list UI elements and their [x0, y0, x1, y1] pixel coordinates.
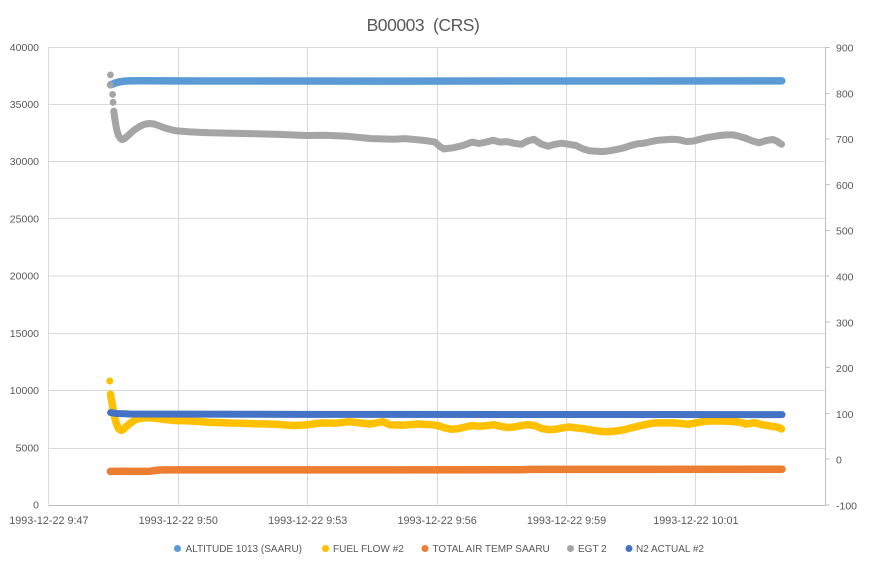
svg-text:1993-12-22 9:59: 1993-12-22 9:59 — [527, 515, 606, 527]
svg-text:35000: 35000 — [10, 99, 39, 111]
svg-text:EGT 2: EGT 2 — [578, 544, 607, 555]
svg-text:10000: 10000 — [10, 385, 39, 397]
svg-text:1993-12-22 9:53: 1993-12-22 9:53 — [268, 515, 347, 527]
svg-text:200: 200 — [836, 363, 854, 375]
svg-text:N2 ACTUAL #2: N2 ACTUAL #2 — [636, 544, 704, 555]
svg-text:40000: 40000 — [10, 42, 39, 54]
svg-text:FUEL FLOW #2: FUEL FLOW #2 — [333, 544, 404, 555]
svg-text:-100: -100 — [836, 500, 857, 512]
svg-text:700: 700 — [836, 134, 854, 146]
svg-text:20000: 20000 — [10, 271, 39, 283]
svg-text:B00003 (CRS): B00003 (CRS) — [367, 15, 480, 35]
svg-text:400: 400 — [836, 272, 854, 284]
svg-text:25000: 25000 — [10, 214, 39, 226]
svg-text:30000: 30000 — [10, 156, 39, 168]
svg-text:TOTAL AIR TEMP SAARU: TOTAL AIR TEMP SAARU — [433, 544, 550, 555]
svg-text:0: 0 — [33, 500, 39, 512]
svg-text:1993-12-22 9:47: 1993-12-22 9:47 — [9, 515, 88, 527]
svg-text:600: 600 — [836, 180, 854, 192]
svg-text:800: 800 — [836, 89, 854, 101]
svg-text:100: 100 — [836, 409, 854, 421]
svg-text:0: 0 — [836, 455, 842, 467]
svg-text:1993-12-22 9:50: 1993-12-22 9:50 — [139, 515, 218, 527]
svg-text:900: 900 — [836, 43, 854, 55]
svg-text:1993-12-22 9:56: 1993-12-22 9:56 — [397, 515, 476, 527]
svg-text:5000: 5000 — [16, 443, 40, 455]
svg-text:1993-12-22 10:01: 1993-12-22 10:01 — [653, 515, 738, 527]
svg-text:300: 300 — [836, 317, 854, 329]
svg-text:15000: 15000 — [10, 328, 39, 340]
svg-text:500: 500 — [836, 226, 854, 238]
svg-text:ALTITUDE 1013 (SAARU): ALTITUDE 1013 (SAARU) — [186, 544, 303, 555]
